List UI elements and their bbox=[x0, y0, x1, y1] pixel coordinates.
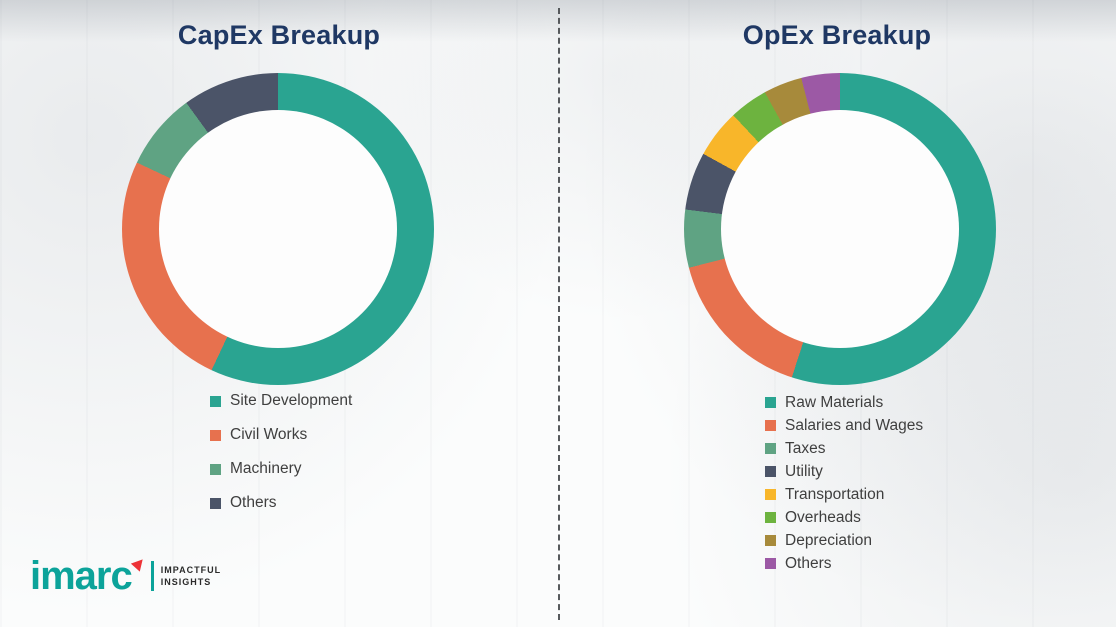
capex-donut-hole bbox=[159, 110, 397, 348]
legend-swatch bbox=[765, 466, 776, 477]
legend-label: Site Development bbox=[230, 392, 353, 409]
legend-label: Transportation bbox=[785, 486, 885, 503]
imarc-tagline: IMPACTFUL INSIGHTS bbox=[161, 564, 221, 588]
capex-donut-chart bbox=[122, 73, 434, 385]
opex-legend: Raw Materials Salaries and Wages Taxes Util… bbox=[765, 391, 923, 575]
tagline-line-1: IMPACTFUL bbox=[160, 564, 222, 575]
capex-section: CapEx Breakup Site Development Civil Work… bbox=[122, 20, 434, 520]
legend-item: Raw Materials bbox=[765, 391, 923, 414]
legend-label: Machinery bbox=[230, 460, 302, 477]
legend-swatch bbox=[765, 397, 776, 408]
capex-legend: Site Development Civil Works Machinery Othe… bbox=[210, 384, 352, 520]
legend-item: Civil Works bbox=[210, 418, 352, 452]
imarc-logo: imarc IMPACTFUL INSIGHTS bbox=[30, 554, 221, 598]
legend-item: Machinery bbox=[210, 452, 352, 486]
legend-label: Salaries and Wages bbox=[785, 417, 924, 434]
legend-label: Civil Works bbox=[230, 426, 308, 443]
logo-divider-bar bbox=[150, 561, 154, 591]
divider-dashed-line bbox=[558, 8, 560, 620]
legend-item: Taxes bbox=[765, 437, 923, 460]
legend-swatch bbox=[210, 497, 221, 509]
tagline-line-2: INSIGHTS bbox=[160, 577, 212, 587]
legend-label: Raw Materials bbox=[785, 394, 884, 411]
legend-item: Others bbox=[765, 552, 923, 575]
opex-section: OpEx Breakup Raw Materials Salaries and W… bbox=[558, 0, 1116, 627]
legend-item: Transportation bbox=[765, 483, 923, 506]
legend-item: Others bbox=[210, 486, 352, 520]
legend-swatch bbox=[765, 512, 776, 523]
legend-item: Site Development bbox=[210, 384, 352, 418]
legend-item: Depreciation bbox=[765, 529, 923, 552]
legend-swatch bbox=[210, 463, 221, 475]
legend-label: Overheads bbox=[785, 509, 861, 526]
legend-swatch bbox=[210, 429, 221, 441]
legend-item: Salaries and Wages bbox=[765, 414, 923, 437]
opex-title: OpEx Breakup bbox=[742, 20, 932, 50]
legend-label: Utility bbox=[785, 463, 823, 480]
legend-swatch bbox=[765, 443, 776, 454]
legend-item: Overheads bbox=[765, 506, 923, 529]
legend-label: Others bbox=[785, 555, 832, 572]
legend-swatch bbox=[765, 535, 776, 546]
capex-title: CapEx Breakup bbox=[177, 20, 381, 50]
legend-item: Utility bbox=[765, 460, 923, 483]
legend-swatch bbox=[765, 420, 776, 431]
logo-triangle-icon bbox=[130, 554, 147, 572]
legend-label: Taxes bbox=[785, 440, 826, 457]
legend-swatch bbox=[765, 558, 776, 569]
opex-donut-chart bbox=[684, 73, 996, 385]
imarc-logo-text: imarc bbox=[30, 554, 133, 598]
legend-label: Others bbox=[230, 494, 277, 511]
legend-label: Depreciation bbox=[785, 532, 873, 549]
legend-swatch bbox=[765, 489, 776, 500]
opex-donut-hole bbox=[721, 110, 959, 348]
legend-swatch bbox=[210, 395, 221, 407]
